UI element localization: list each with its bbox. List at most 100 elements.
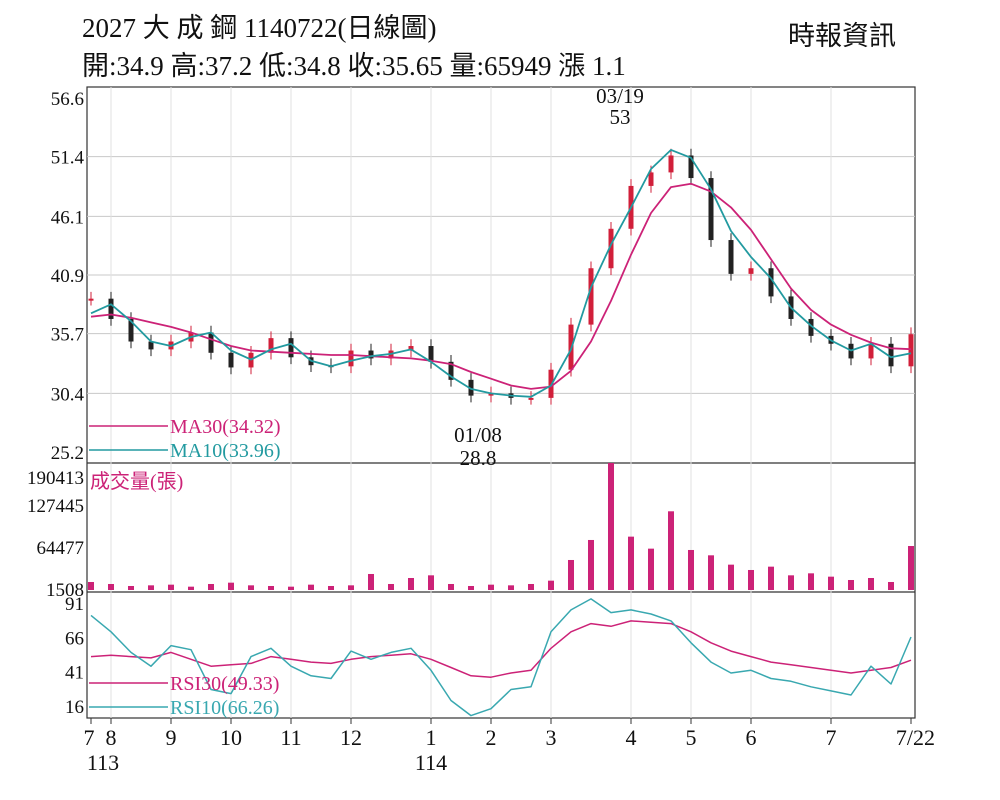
candle-body bbox=[428, 346, 434, 362]
volume-bar bbox=[648, 548, 654, 590]
x-tick-label: 6 bbox=[746, 725, 757, 750]
candle-body bbox=[768, 268, 774, 297]
ma-line-1 bbox=[90, 148, 912, 398]
volume-bar bbox=[108, 583, 114, 590]
rsi-tick-label: 91 bbox=[65, 594, 84, 615]
y-tick-label: 40.9 bbox=[51, 266, 84, 287]
volume-label: 成交量(張) bbox=[90, 470, 183, 493]
volume-bar bbox=[628, 536, 634, 590]
volume-bar bbox=[608, 463, 614, 590]
high-value-label: 53 bbox=[610, 105, 631, 129]
volume-bar bbox=[348, 585, 354, 590]
x-tick-label: 12 bbox=[340, 725, 362, 750]
rsi-line-0 bbox=[90, 620, 912, 678]
volume-bar bbox=[808, 573, 814, 590]
volume-bar bbox=[228, 582, 234, 590]
x-tick-label: 7 bbox=[84, 725, 95, 750]
candle-body bbox=[88, 298, 94, 301]
x-tick-label: 3 bbox=[546, 725, 557, 750]
volume-bar bbox=[448, 583, 454, 590]
volume-bar bbox=[708, 555, 714, 590]
candle-body bbox=[668, 155, 674, 173]
volume-bar bbox=[508, 585, 514, 590]
candle-body bbox=[648, 172, 654, 186]
candle-body bbox=[868, 343, 874, 359]
volume-bar bbox=[488, 584, 494, 590]
rsi-line-1 bbox=[90, 598, 912, 717]
volume-bar bbox=[208, 583, 214, 590]
candle-body bbox=[728, 240, 734, 274]
volume-bar bbox=[248, 585, 254, 590]
candle-body bbox=[808, 318, 814, 336]
x-tick-label: 4 bbox=[626, 725, 637, 750]
y-tick-label: 25.2 bbox=[51, 443, 84, 464]
rsi-tick-label: 66 bbox=[65, 628, 84, 649]
source-label: 時報資訊 bbox=[788, 21, 896, 51]
volume-bar bbox=[548, 580, 554, 590]
rsi30-legend: RSI30(49.33) bbox=[170, 673, 279, 695]
volume-bar bbox=[268, 585, 274, 590]
low-value-label: 28.8 bbox=[460, 446, 497, 470]
volume-tick-label: 127445 bbox=[27, 496, 84, 517]
volume-bar bbox=[368, 573, 374, 590]
x-tick-label: 7/22 bbox=[896, 725, 935, 750]
candle-body bbox=[228, 352, 234, 368]
candle-body bbox=[148, 341, 154, 350]
volume-bar bbox=[428, 575, 434, 590]
volume-bar bbox=[848, 579, 854, 590]
candle-body bbox=[368, 350, 374, 359]
candle-body bbox=[268, 338, 274, 353]
volume-bar bbox=[288, 586, 294, 590]
candle-body bbox=[528, 397, 534, 400]
volume-bar bbox=[828, 576, 834, 590]
candle-body bbox=[348, 350, 354, 367]
candle-body bbox=[288, 338, 294, 358]
volume-bar bbox=[888, 581, 894, 590]
x-tick-label: 9 bbox=[166, 725, 177, 750]
candle-body bbox=[488, 393, 494, 396]
rsi-tick-label: 41 bbox=[65, 663, 84, 684]
x-tick-label: 8 bbox=[106, 725, 117, 750]
volume-bar bbox=[668, 511, 674, 590]
candle-body bbox=[448, 361, 454, 380]
volume-bar bbox=[128, 585, 134, 590]
ma10-legend: MA10(33.96) bbox=[170, 440, 281, 462]
candle-body bbox=[908, 334, 914, 367]
candle-body bbox=[108, 298, 114, 319]
candle-body bbox=[708, 178, 714, 241]
candle-body bbox=[208, 332, 214, 353]
volume-bar bbox=[688, 549, 694, 590]
volume-tick-label: 190413 bbox=[27, 468, 84, 489]
volume-bar bbox=[388, 583, 394, 590]
volume-bar bbox=[168, 584, 174, 590]
volume-tick-label: 64477 bbox=[37, 538, 85, 559]
ma30-legend: MA30(34.32) bbox=[170, 416, 281, 438]
volume-bar bbox=[868, 577, 874, 590]
y-tick-label: 56.6 bbox=[51, 89, 84, 110]
plot-frame bbox=[86, 86, 916, 719]
year-label: 113 bbox=[87, 750, 119, 775]
chart-title: 2027 大 成 鋼 1140722(日線圖) bbox=[82, 13, 437, 43]
volume-bar bbox=[468, 585, 474, 590]
year-label: 114 bbox=[415, 750, 447, 775]
candle-body bbox=[888, 343, 894, 367]
volume-bar bbox=[588, 539, 594, 590]
x-tick-label: 5 bbox=[686, 725, 697, 750]
candle-body bbox=[468, 379, 474, 396]
volume-tick-label: 1508 bbox=[46, 580, 84, 601]
candle-body bbox=[128, 318, 134, 342]
y-tick-label: 46.1 bbox=[51, 207, 84, 228]
volume-bar bbox=[908, 546, 914, 590]
y-tick-label: 30.4 bbox=[51, 384, 85, 405]
x-tick-label: 11 bbox=[280, 725, 301, 750]
volume-bar bbox=[568, 559, 574, 590]
quote-line: 開:34.9 高:37.2 低:34.8 收:35.65 量:65949 漲 1… bbox=[82, 51, 626, 81]
rsi10-legend: RSI10(66.26) bbox=[170, 697, 279, 719]
x-tick-label: 7 bbox=[826, 725, 837, 750]
volume-bar bbox=[408, 577, 414, 590]
volume-bar bbox=[728, 564, 734, 590]
volume-bar bbox=[308, 584, 314, 590]
y-tick-label: 35.7 bbox=[51, 325, 84, 346]
y-tick-label: 51.4 bbox=[51, 148, 85, 169]
